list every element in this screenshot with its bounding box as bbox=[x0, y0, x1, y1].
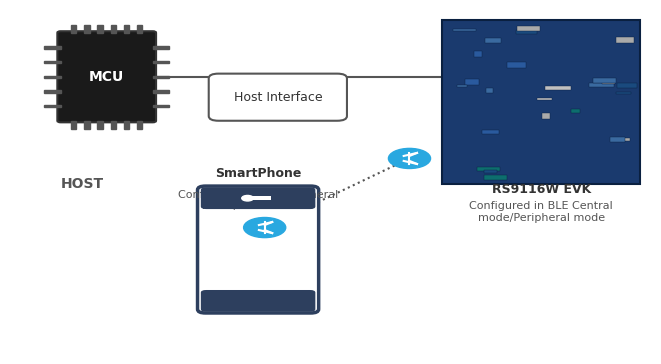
Text: MCU: MCU bbox=[89, 70, 124, 84]
Bar bbox=[484, 170, 497, 174]
Bar bbox=[610, 137, 625, 142]
Bar bbox=[516, 30, 537, 34]
Bar bbox=[137, 121, 142, 128]
Bar bbox=[611, 138, 630, 141]
Bar bbox=[153, 46, 169, 49]
Bar bbox=[124, 121, 129, 128]
Bar bbox=[250, 196, 271, 201]
Bar bbox=[485, 175, 507, 179]
Circle shape bbox=[389, 149, 430, 169]
Text: Host Interface: Host Interface bbox=[233, 91, 322, 104]
Bar bbox=[44, 61, 61, 63]
Bar bbox=[507, 62, 526, 68]
Bar bbox=[85, 121, 90, 128]
Bar bbox=[110, 121, 116, 128]
Text: Configured in BLE peripheral
mode/Central mode: Configured in BLE peripheral mode/Centra… bbox=[178, 190, 338, 211]
Bar bbox=[85, 25, 90, 33]
FancyBboxPatch shape bbox=[58, 31, 156, 122]
Bar bbox=[602, 83, 615, 84]
Bar bbox=[453, 29, 476, 31]
Circle shape bbox=[244, 218, 286, 238]
Bar bbox=[137, 25, 142, 33]
Bar bbox=[110, 25, 116, 33]
Bar bbox=[537, 98, 552, 100]
Bar bbox=[71, 121, 77, 128]
Bar bbox=[465, 79, 479, 85]
Text: HOST: HOST bbox=[61, 177, 104, 191]
Bar bbox=[482, 130, 498, 134]
Bar bbox=[153, 61, 169, 63]
Bar bbox=[474, 51, 482, 57]
Text: SmartPhone: SmartPhone bbox=[215, 167, 301, 181]
Bar bbox=[590, 83, 614, 87]
Bar bbox=[457, 85, 467, 87]
Bar bbox=[593, 78, 617, 83]
Bar bbox=[97, 25, 102, 33]
Circle shape bbox=[242, 195, 253, 201]
Bar bbox=[124, 25, 129, 33]
Bar bbox=[44, 105, 61, 107]
FancyBboxPatch shape bbox=[198, 186, 319, 313]
Bar bbox=[617, 92, 631, 94]
Bar bbox=[517, 26, 541, 31]
Bar bbox=[97, 121, 102, 128]
Bar bbox=[616, 37, 635, 43]
Bar bbox=[153, 90, 169, 93]
Bar bbox=[44, 75, 61, 78]
Bar bbox=[71, 25, 77, 33]
Bar bbox=[44, 46, 61, 49]
Bar bbox=[44, 90, 61, 93]
FancyBboxPatch shape bbox=[201, 290, 315, 312]
FancyBboxPatch shape bbox=[209, 74, 347, 121]
Bar bbox=[545, 86, 570, 90]
Bar bbox=[153, 105, 169, 107]
Bar bbox=[477, 167, 500, 171]
Bar bbox=[485, 38, 501, 43]
Bar bbox=[542, 113, 550, 119]
FancyBboxPatch shape bbox=[201, 187, 315, 209]
Bar bbox=[570, 109, 580, 113]
Text: Configured in BLE Central
mode/Peripheral mode: Configured in BLE Central mode/Periphera… bbox=[469, 201, 613, 223]
Bar bbox=[617, 83, 637, 88]
Bar bbox=[486, 87, 493, 93]
FancyBboxPatch shape bbox=[442, 20, 640, 183]
Bar bbox=[153, 75, 169, 78]
Text: RS9116W EVK: RS9116W EVK bbox=[492, 183, 591, 196]
